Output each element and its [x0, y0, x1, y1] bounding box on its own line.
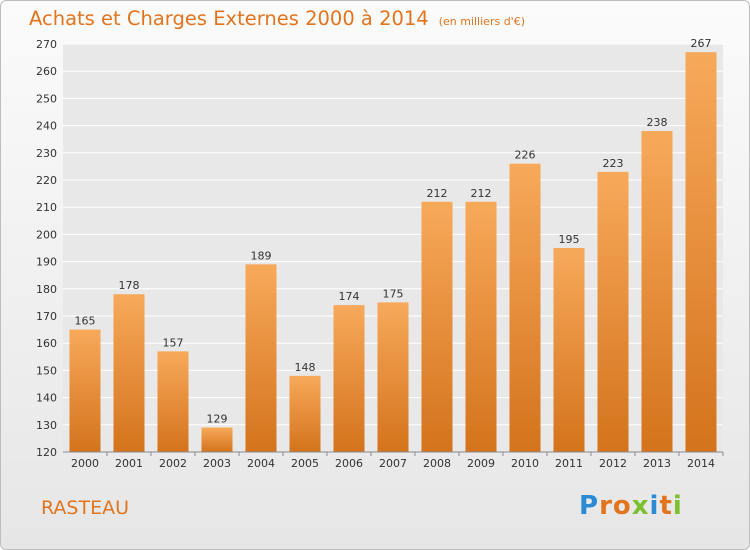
value-label: 267 — [691, 37, 712, 50]
value-label: 195 — [559, 233, 580, 246]
value-labels: 165 178 157 129 189 148 174 175 212 212 226 195 223 2… — [75, 37, 712, 425]
bar-2005 — [289, 375, 321, 452]
x-tick-label: 2013 — [643, 457, 671, 470]
bar-2014 — [685, 52, 717, 452]
value-label: 157 — [163, 336, 184, 349]
logo-letter: o — [612, 491, 632, 521]
y-tick-label: 120 — [36, 446, 57, 459]
chart-title-text: Achats et Charges Externes 2000 à 2014 — [29, 7, 429, 30]
bar-2002 — [157, 351, 189, 452]
y-tick-label: 190 — [36, 256, 57, 269]
bar-2009 — [465, 201, 497, 452]
y-tick-label: 170 — [36, 310, 57, 323]
bar-2004 — [245, 264, 277, 452]
y-tick-label: 180 — [36, 283, 57, 296]
value-label: 165 — [75, 315, 96, 328]
value-label: 189 — [251, 249, 272, 262]
bar-2011 — [553, 248, 585, 452]
x-tick-label: 2000 — [71, 457, 99, 470]
chart-title: Achats et Charges Externes 2000 à 2014 (e… — [29, 7, 525, 30]
bar-2012 — [597, 171, 629, 452]
x-tick-label: 2007 — [379, 457, 407, 470]
value-label: 212 — [471, 187, 492, 200]
y-axis-ticks: 120 130 140 150 160 170 180 190 200 210 220 230 240 2… — [36, 38, 57, 459]
y-tick-label: 210 — [36, 201, 57, 214]
x-axis-ticks: 2000 2001 2002 2003 2004 2005 2006 2007 2008 2009… — [71, 452, 724, 470]
bar-2007 — [377, 302, 409, 452]
value-label: 148 — [295, 361, 316, 374]
bar-2010 — [509, 163, 541, 452]
bars — [69, 52, 717, 453]
logo-letter: r — [599, 491, 613, 521]
y-tick-label: 140 — [36, 392, 57, 405]
y-tick-label: 240 — [36, 120, 57, 133]
bar-2000 — [69, 329, 101, 452]
y-tick-label: 130 — [36, 419, 57, 432]
bar-2013 — [641, 131, 673, 453]
bar-2001 — [113, 294, 145, 452]
x-tick-label: 2005 — [291, 457, 319, 470]
value-label: 226 — [515, 149, 536, 162]
y-tick-label: 160 — [36, 337, 57, 350]
x-tick-label: 2003 — [203, 457, 231, 470]
logo-letter: t — [659, 491, 673, 521]
logo-letter: i — [649, 491, 660, 521]
place-name: RASTEAU — [41, 497, 130, 519]
x-tick-label: 2011 — [555, 457, 583, 470]
logo-letter: x — [631, 491, 650, 521]
y-tick-label: 150 — [36, 364, 57, 377]
chart-unit: (en milliers d'€) — [438, 15, 525, 28]
logo-letter: P — [579, 491, 600, 521]
x-tick-label: 2014 — [687, 457, 715, 470]
value-label: 175 — [383, 287, 404, 300]
x-tick-label: 2004 — [247, 457, 275, 470]
x-tick-label: 2008 — [423, 457, 451, 470]
logo-letter: i — [672, 491, 683, 521]
bar-2008 — [421, 201, 453, 452]
y-tick-label: 230 — [36, 147, 57, 160]
x-tick-label: 2012 — [599, 457, 627, 470]
value-label: 212 — [427, 187, 448, 200]
bar-2003 — [201, 427, 233, 452]
y-tick-label: 250 — [36, 92, 57, 105]
proxiti-logo: Proxiti — [579, 491, 683, 521]
bar-2006 — [333, 305, 365, 452]
value-label: 129 — [207, 413, 228, 426]
x-tick-label: 2006 — [335, 457, 363, 470]
value-label: 178 — [119, 279, 140, 292]
y-tick-label: 220 — [36, 174, 57, 187]
value-label: 223 — [603, 157, 624, 170]
x-tick-label: 2002 — [159, 457, 187, 470]
value-label: 238 — [647, 116, 668, 129]
x-tick-label: 2001 — [115, 457, 143, 470]
x-tick-label: 2009 — [467, 457, 495, 470]
y-tick-label: 200 — [36, 228, 57, 241]
y-tick-label: 260 — [36, 65, 57, 78]
value-label: 174 — [339, 290, 360, 303]
x-tick-label: 2010 — [511, 457, 539, 470]
y-tick-label: 270 — [36, 38, 57, 51]
